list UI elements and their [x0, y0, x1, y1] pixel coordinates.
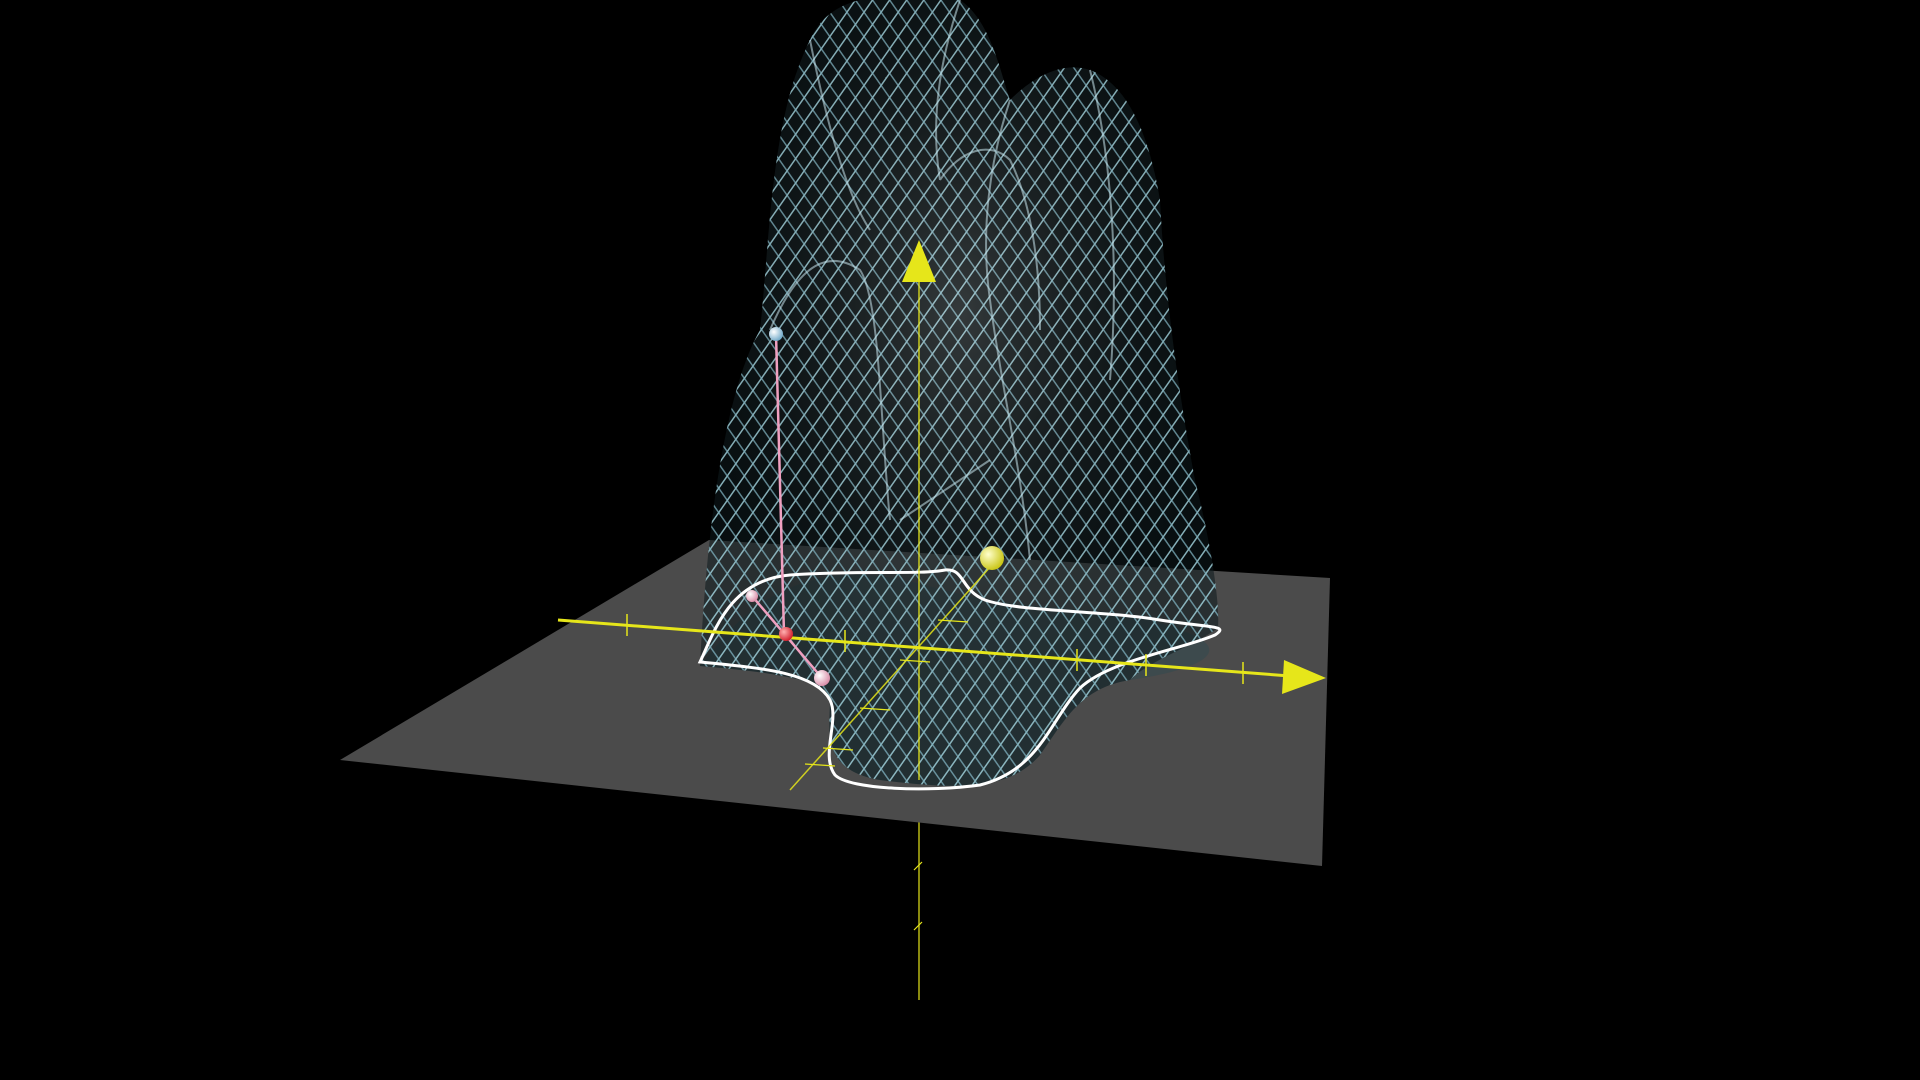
bumpy-surface[interactable]	[700, 0, 1219, 786]
vertical-segment	[774, 333, 786, 635]
z-axis-arrow-icon	[902, 240, 936, 282]
base-point[interactable]	[779, 627, 793, 641]
surface-shading	[700, 0, 1219, 786]
x-axis-arrow-icon	[1282, 660, 1326, 694]
handle-point-1[interactable]	[746, 590, 758, 602]
x-axis[interactable]	[557, 614, 1326, 694]
surface-point[interactable]	[769, 327, 783, 341]
y-axis[interactable]	[789, 555, 1001, 791]
handle-point-2[interactable]	[814, 670, 830, 686]
z-axis[interactable]	[902, 240, 936, 780]
x-axis-ticks	[626, 614, 1244, 684]
surface-ridges	[769, 0, 1115, 561]
yellow-point[interactable]	[980, 546, 1004, 570]
y-axis-ticks	[804, 619, 969, 767]
level-curve[interactable]	[697, 568, 1222, 791]
